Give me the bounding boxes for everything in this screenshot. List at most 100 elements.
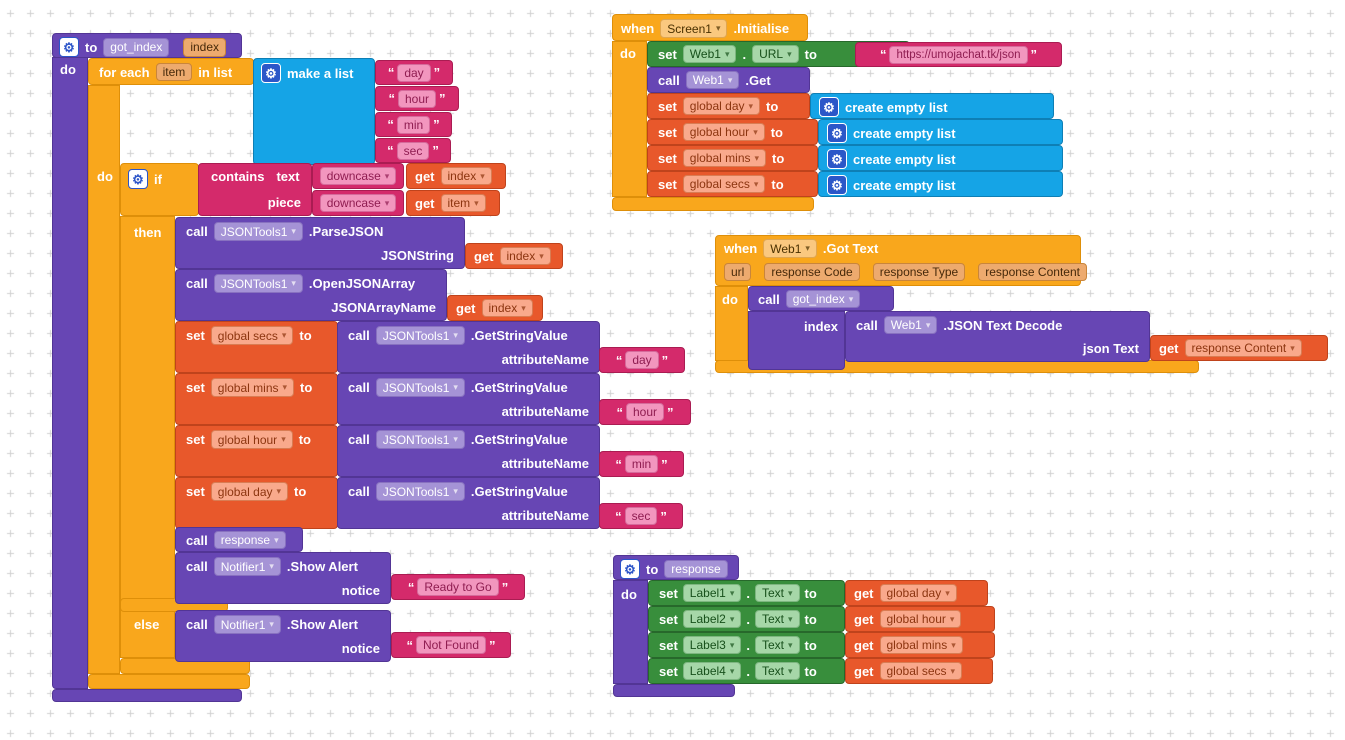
event-param-response-code[interactable]: response Code [764,263,860,281]
component-dropdown[interactable]: JSONTools1 [375,378,465,397]
string-field[interactable]: sec [624,507,658,525]
component-dropdown[interactable]: Label4 [682,662,742,680]
create-empty-list-block[interactable]: create empty list [810,93,1054,119]
set-label3-text-block[interactable]: set Label3 . Text to [648,632,845,658]
got-text-header[interactable]: when Web1 .Got Text url response Code re… [715,235,1087,286]
component-dropdown[interactable]: Label3 [682,636,742,654]
proc-response-header[interactable]: to response [613,555,739,580]
event-param-url[interactable]: url [724,263,752,281]
proc-response-spine[interactable] [613,580,648,684]
create-empty-list-block[interactable]: create empty list [818,171,1063,197]
procedure-name-field[interactable]: got_index [103,37,170,57]
got-text-spine[interactable] [715,286,748,361]
string-field[interactable]: Ready to Go [417,578,499,596]
string-block-notfound[interactable]: Not Found [391,632,511,658]
property-dropdown[interactable]: Text [755,636,800,654]
string-field[interactable]: min [624,455,659,473]
component-dropdown[interactable]: JSONTools1 [375,326,465,345]
component-dropdown[interactable]: Label2 [682,610,742,628]
string-block-min[interactable]: min [375,112,452,137]
mutator-gear-icon[interactable] [827,149,847,169]
downcase-dropdown[interactable]: downcase [319,194,397,212]
mutator-gear-icon[interactable] [827,175,847,195]
get-global-mins-block[interactable]: get global mins [845,632,995,658]
string-field[interactable]: Not Found [415,636,487,654]
string-field[interactable]: hour [397,89,437,108]
set-global-secs-block[interactable]: set global secs to [647,171,818,197]
variable-dropdown[interactable]: global mins [210,378,295,397]
get-item-block[interactable]: get item [406,190,500,216]
call-parsejson-block[interactable]: call JSONTools1 .ParseJSON JSONString [175,217,465,269]
get-global-secs-block[interactable]: get global secs [845,658,993,684]
string-block-hour[interactable]: hour [599,399,691,425]
get-index-block[interactable]: get index [447,295,543,321]
string-block-day[interactable]: day [599,347,685,373]
get-index-block[interactable]: get index [406,163,506,189]
call-getstringvalue-block[interactable]: call JSONTools1 .GetStringValue attribut… [337,373,600,425]
variable-dropdown[interactable]: global day [210,482,289,501]
string-block-url[interactable]: https://umojachat.tk/json [855,42,1062,67]
variable-dropdown[interactable]: response Content [1184,339,1302,357]
procedure-name-field[interactable]: response [664,560,728,578]
get-global-hour-block[interactable]: get global hour [845,606,995,632]
variable-dropdown[interactable]: global secs [210,326,294,345]
event-param-response-type[interactable]: response Type [872,263,966,281]
create-empty-list-block[interactable]: create empty list [818,119,1063,145]
if-header[interactable]: if [120,163,199,216]
property-dropdown[interactable]: Text [755,584,800,602]
call-showalert-block[interactable]: call Notifier1 .Show Alert notice [175,610,391,662]
set-label2-text-block[interactable]: set Label2 . Text to [648,606,845,632]
string-block-day[interactable]: day [375,60,453,85]
variable-dropdown[interactable]: global secs [682,175,766,193]
mutator-gear-icon[interactable] [59,37,79,57]
string-block-sec[interactable]: sec [375,138,451,163]
variable-dropdown[interactable]: global mins [879,636,963,654]
foreach-spine[interactable] [88,85,120,674]
mutator-gear-icon[interactable] [261,63,281,83]
component-dropdown[interactable]: Notifier1 [213,615,281,634]
variable-dropdown[interactable]: index [499,247,551,265]
string-block-min[interactable]: min [599,451,684,477]
mutator-gear-icon[interactable] [827,123,847,143]
proc-got-index-bottom[interactable] [52,689,242,702]
procedure-dropdown[interactable]: got_index [785,290,861,308]
param-chip-index[interactable]: index [183,37,227,57]
set-global-hour-block[interactable]: set global hour to [175,425,338,477]
screen-init-header[interactable]: when Screen1 .Initialise [612,14,808,41]
set-label4-text-block[interactable]: set Label4 . Text to [648,658,845,684]
string-block-sec[interactable]: sec [599,503,683,529]
call-getstringvalue-block[interactable]: call JSONTools1 .GetStringValue attribut… [337,321,600,373]
component-dropdown[interactable]: Web1 [685,71,740,89]
downcase-block[interactable]: downcase [312,190,404,216]
make-a-list-block[interactable]: make a list [253,58,375,165]
variable-dropdown[interactable]: global day [879,584,957,602]
call-got-index-body[interactable]: index [748,311,845,370]
variable-dropdown[interactable]: index [440,167,492,185]
call-json-text-decode-block[interactable]: call Web1 .JSON Text Decode json Text [845,311,1150,362]
string-field[interactable]: sec [396,141,430,160]
variable-dropdown[interactable]: global secs [879,662,963,680]
string-block-hour[interactable]: hour [375,86,459,111]
get-index-block[interactable]: get index [465,243,563,269]
call-openjsonarray-block[interactable]: call JSONTools1 .OpenJSONArray JSONArray… [175,269,447,321]
variable-dropdown[interactable]: global hour [879,610,962,628]
call-getstringvalue-block[interactable]: call JSONTools1 .GetStringValue attribut… [337,477,600,529]
variable-dropdown[interactable]: index [481,299,533,317]
variable-dropdown[interactable]: global hour [210,430,293,449]
variable-dropdown[interactable]: global mins [682,149,767,167]
string-field[interactable]: day [397,63,431,82]
property-dropdown[interactable]: Text [755,662,800,680]
component-dropdown[interactable]: Notifier1 [213,557,281,576]
component-dropdown[interactable]: Web1 [883,316,938,334]
set-global-day-block[interactable]: set global day to [647,93,810,119]
get-response-content-block[interactable]: get response Content [1150,335,1328,361]
property-dropdown[interactable]: URL [752,45,799,63]
screen-init-spine[interactable] [612,41,647,197]
get-global-day-block[interactable]: get global day [845,580,988,606]
mutator-gear-icon[interactable] [819,97,839,117]
component-dropdown[interactable]: JSONTools1 [213,274,303,293]
screen-init-bottom[interactable] [612,197,814,211]
component-dropdown[interactable]: JSONTools1 [375,430,465,449]
loop-var-chip[interactable]: item [155,63,193,81]
